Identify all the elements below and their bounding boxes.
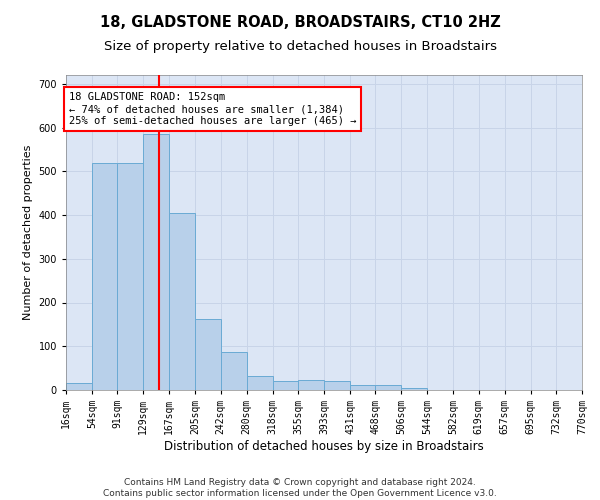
- Bar: [169, 213, 196, 390]
- Bar: [247, 376, 272, 390]
- Y-axis label: Number of detached properties: Number of detached properties: [23, 145, 33, 320]
- Bar: [401, 388, 427, 390]
- Text: Contains HM Land Registry data © Crown copyright and database right 2024.
Contai: Contains HM Land Registry data © Crown c…: [103, 478, 497, 498]
- Bar: [324, 381, 350, 390]
- Text: Size of property relative to detached houses in Broadstairs: Size of property relative to detached ho…: [104, 40, 497, 53]
- Bar: [298, 380, 324, 390]
- X-axis label: Distribution of detached houses by size in Broadstairs: Distribution of detached houses by size …: [164, 440, 484, 453]
- Bar: [143, 134, 169, 390]
- Text: 18, GLADSTONE ROAD, BROADSTAIRS, CT10 2HZ: 18, GLADSTONE ROAD, BROADSTAIRS, CT10 2H…: [100, 15, 500, 30]
- Bar: [221, 352, 247, 390]
- Bar: [92, 162, 118, 390]
- Bar: [376, 385, 401, 390]
- Bar: [196, 318, 221, 390]
- Bar: [66, 384, 92, 390]
- Bar: [272, 381, 298, 390]
- Bar: [350, 385, 376, 390]
- Text: 18 GLADSTONE ROAD: 152sqm
← 74% of detached houses are smaller (1,384)
25% of se: 18 GLADSTONE ROAD: 152sqm ← 74% of detac…: [69, 92, 356, 126]
- Bar: [118, 162, 143, 390]
